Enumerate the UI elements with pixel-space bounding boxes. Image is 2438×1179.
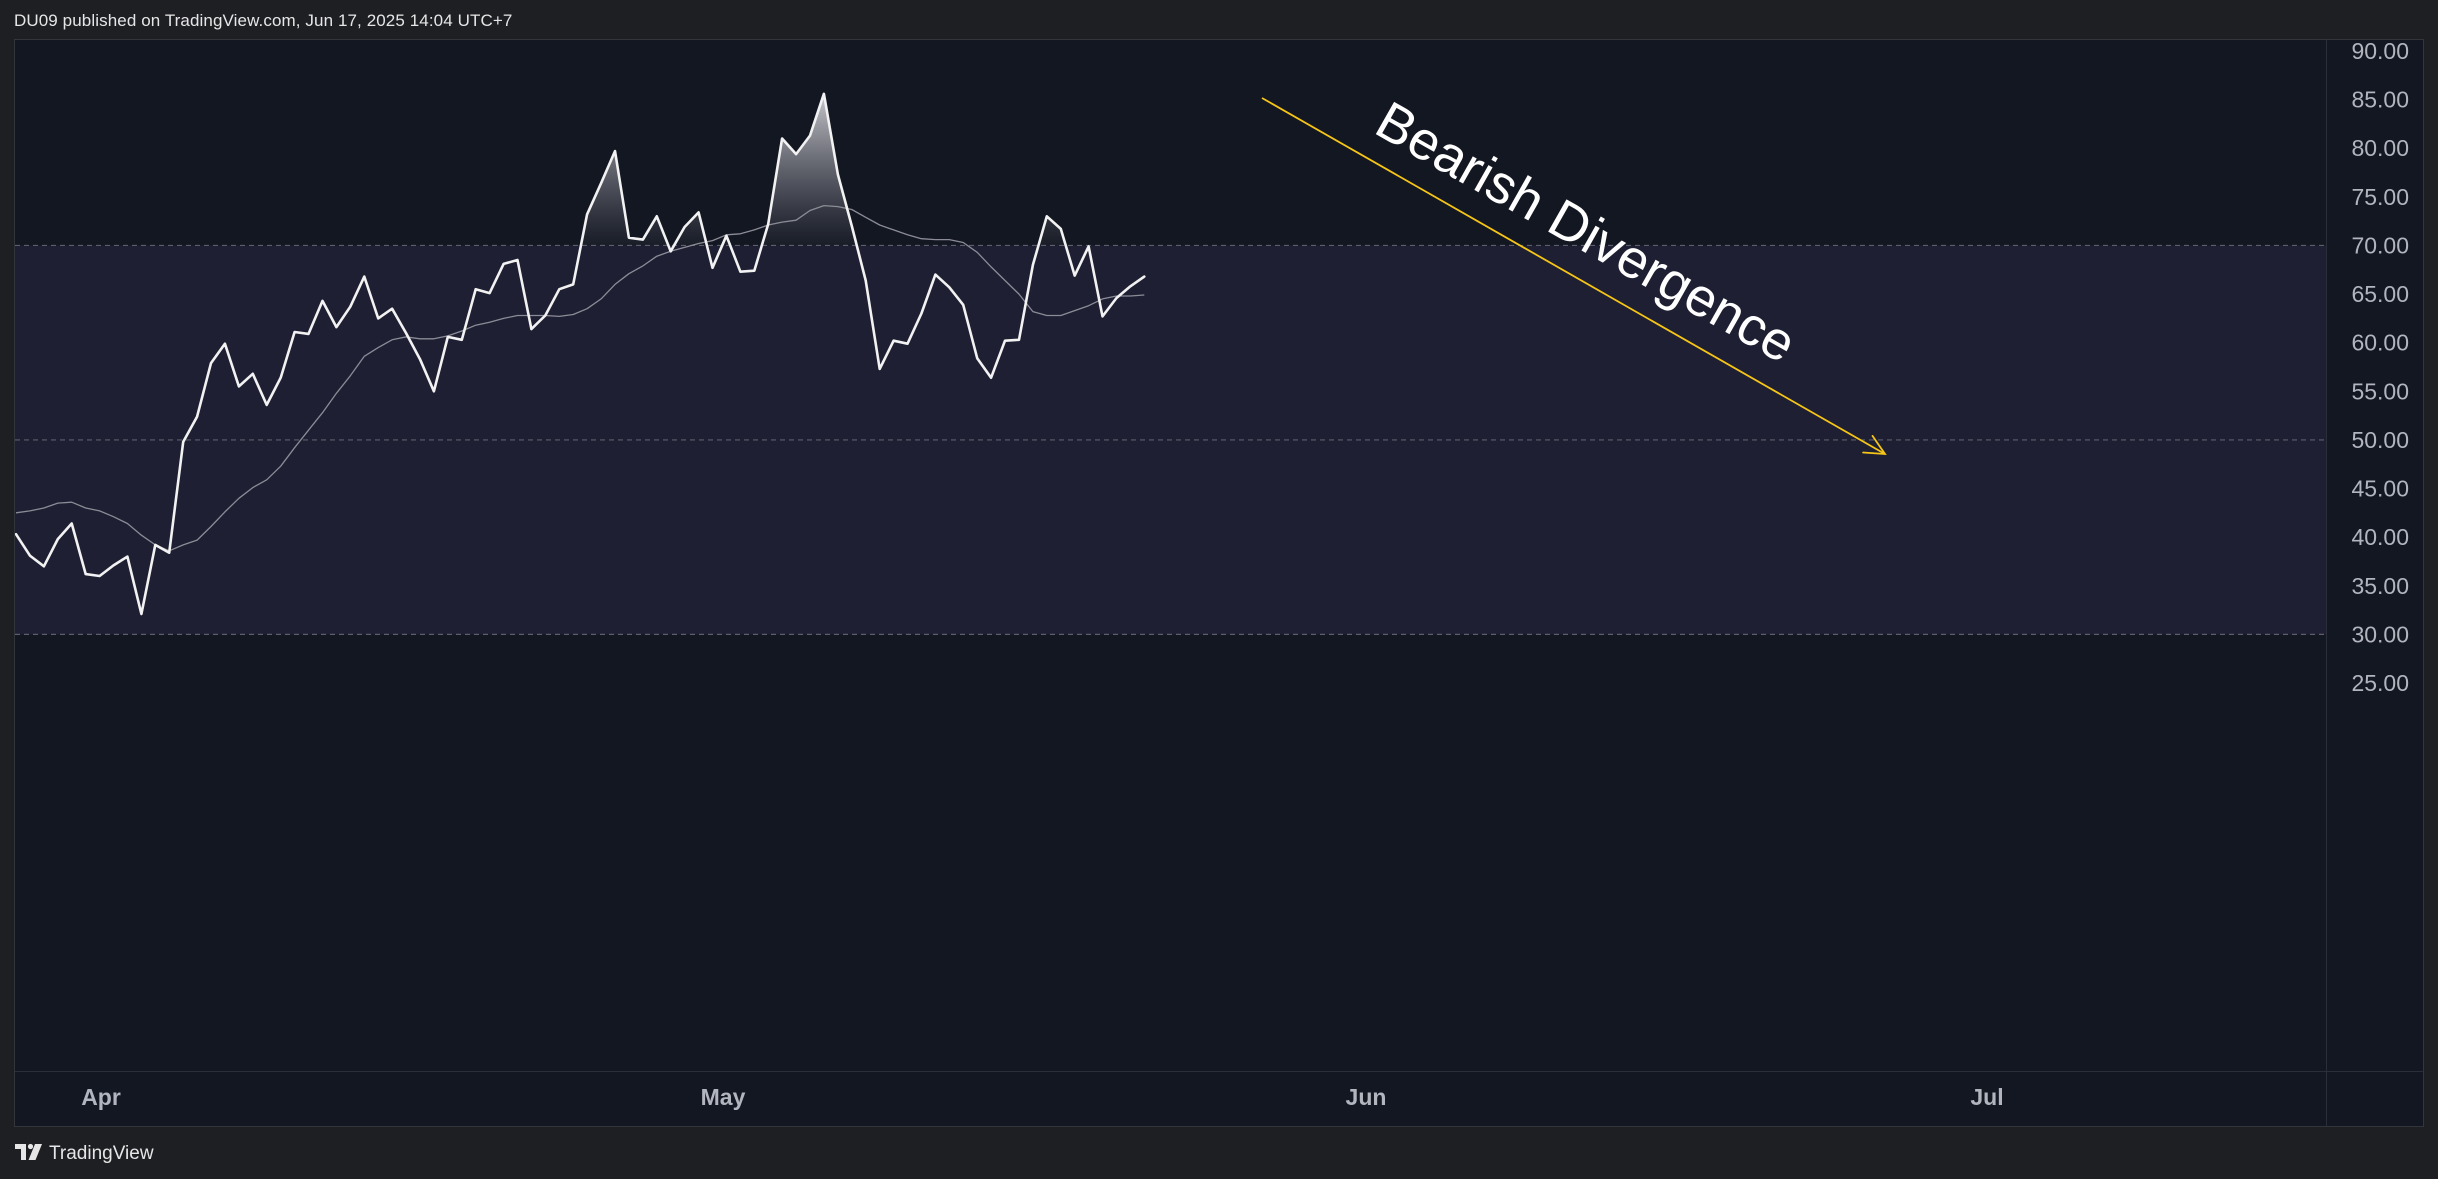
y-tick-label: 75.00	[2351, 184, 2409, 210]
y-tick-label: 60.00	[2351, 330, 2409, 356]
publish-header: DU09 published on TradingView.com, Jun 1…	[0, 0, 2438, 40]
y-tick-label: 45.00	[2351, 476, 2409, 502]
bearish-divergence-arrow[interactable]	[1261, 97, 1886, 455]
x-tick-label: May	[701, 1084, 746, 1110]
footer-brand-label: TradingView	[49, 1143, 154, 1164]
y-tick-label: 25.00	[2351, 670, 2409, 696]
overbought-fill	[580, 93, 1066, 246]
x-tick-label: Jun	[1346, 1084, 1387, 1110]
y-tick-label: 40.00	[2351, 524, 2409, 550]
x-tick-label: Jul	[1970, 1084, 2003, 1110]
arrow-head	[1862, 435, 1887, 456]
y-tick-label: 80.00	[2351, 135, 2409, 161]
tradingview-logo-icon	[15, 1143, 42, 1160]
rsi-moving-average-line	[15, 204, 1145, 552]
y-tick-label: 90.00	[2351, 40, 2409, 64]
y-tick-label: 50.00	[2351, 427, 2409, 453]
y-tick-label: 85.00	[2351, 87, 2409, 113]
rsi-chart[interactable]: Bearish Divergence 25.0030.0035.0040.004…	[15, 40, 2423, 1126]
rsi-line	[15, 92, 1146, 616]
publish-info-text: DU09 published on TradingView.com, Jun 1…	[14, 11, 513, 30]
x-tick-label: Apr	[81, 1084, 121, 1110]
y-tick-label: 70.00	[2351, 232, 2409, 258]
y-tick-label: 65.00	[2351, 281, 2409, 307]
y-tick-label: 30.00	[2351, 621, 2409, 647]
y-tick-label: 55.00	[2351, 378, 2409, 404]
chart-panel[interactable]: Bearish Divergence 25.00 30.00 35.00 40.00 4…	[14, 39, 2424, 1127]
y-tick-label: 35.00	[2351, 573, 2409, 599]
footer-bar	[0, 1130, 2438, 1179]
